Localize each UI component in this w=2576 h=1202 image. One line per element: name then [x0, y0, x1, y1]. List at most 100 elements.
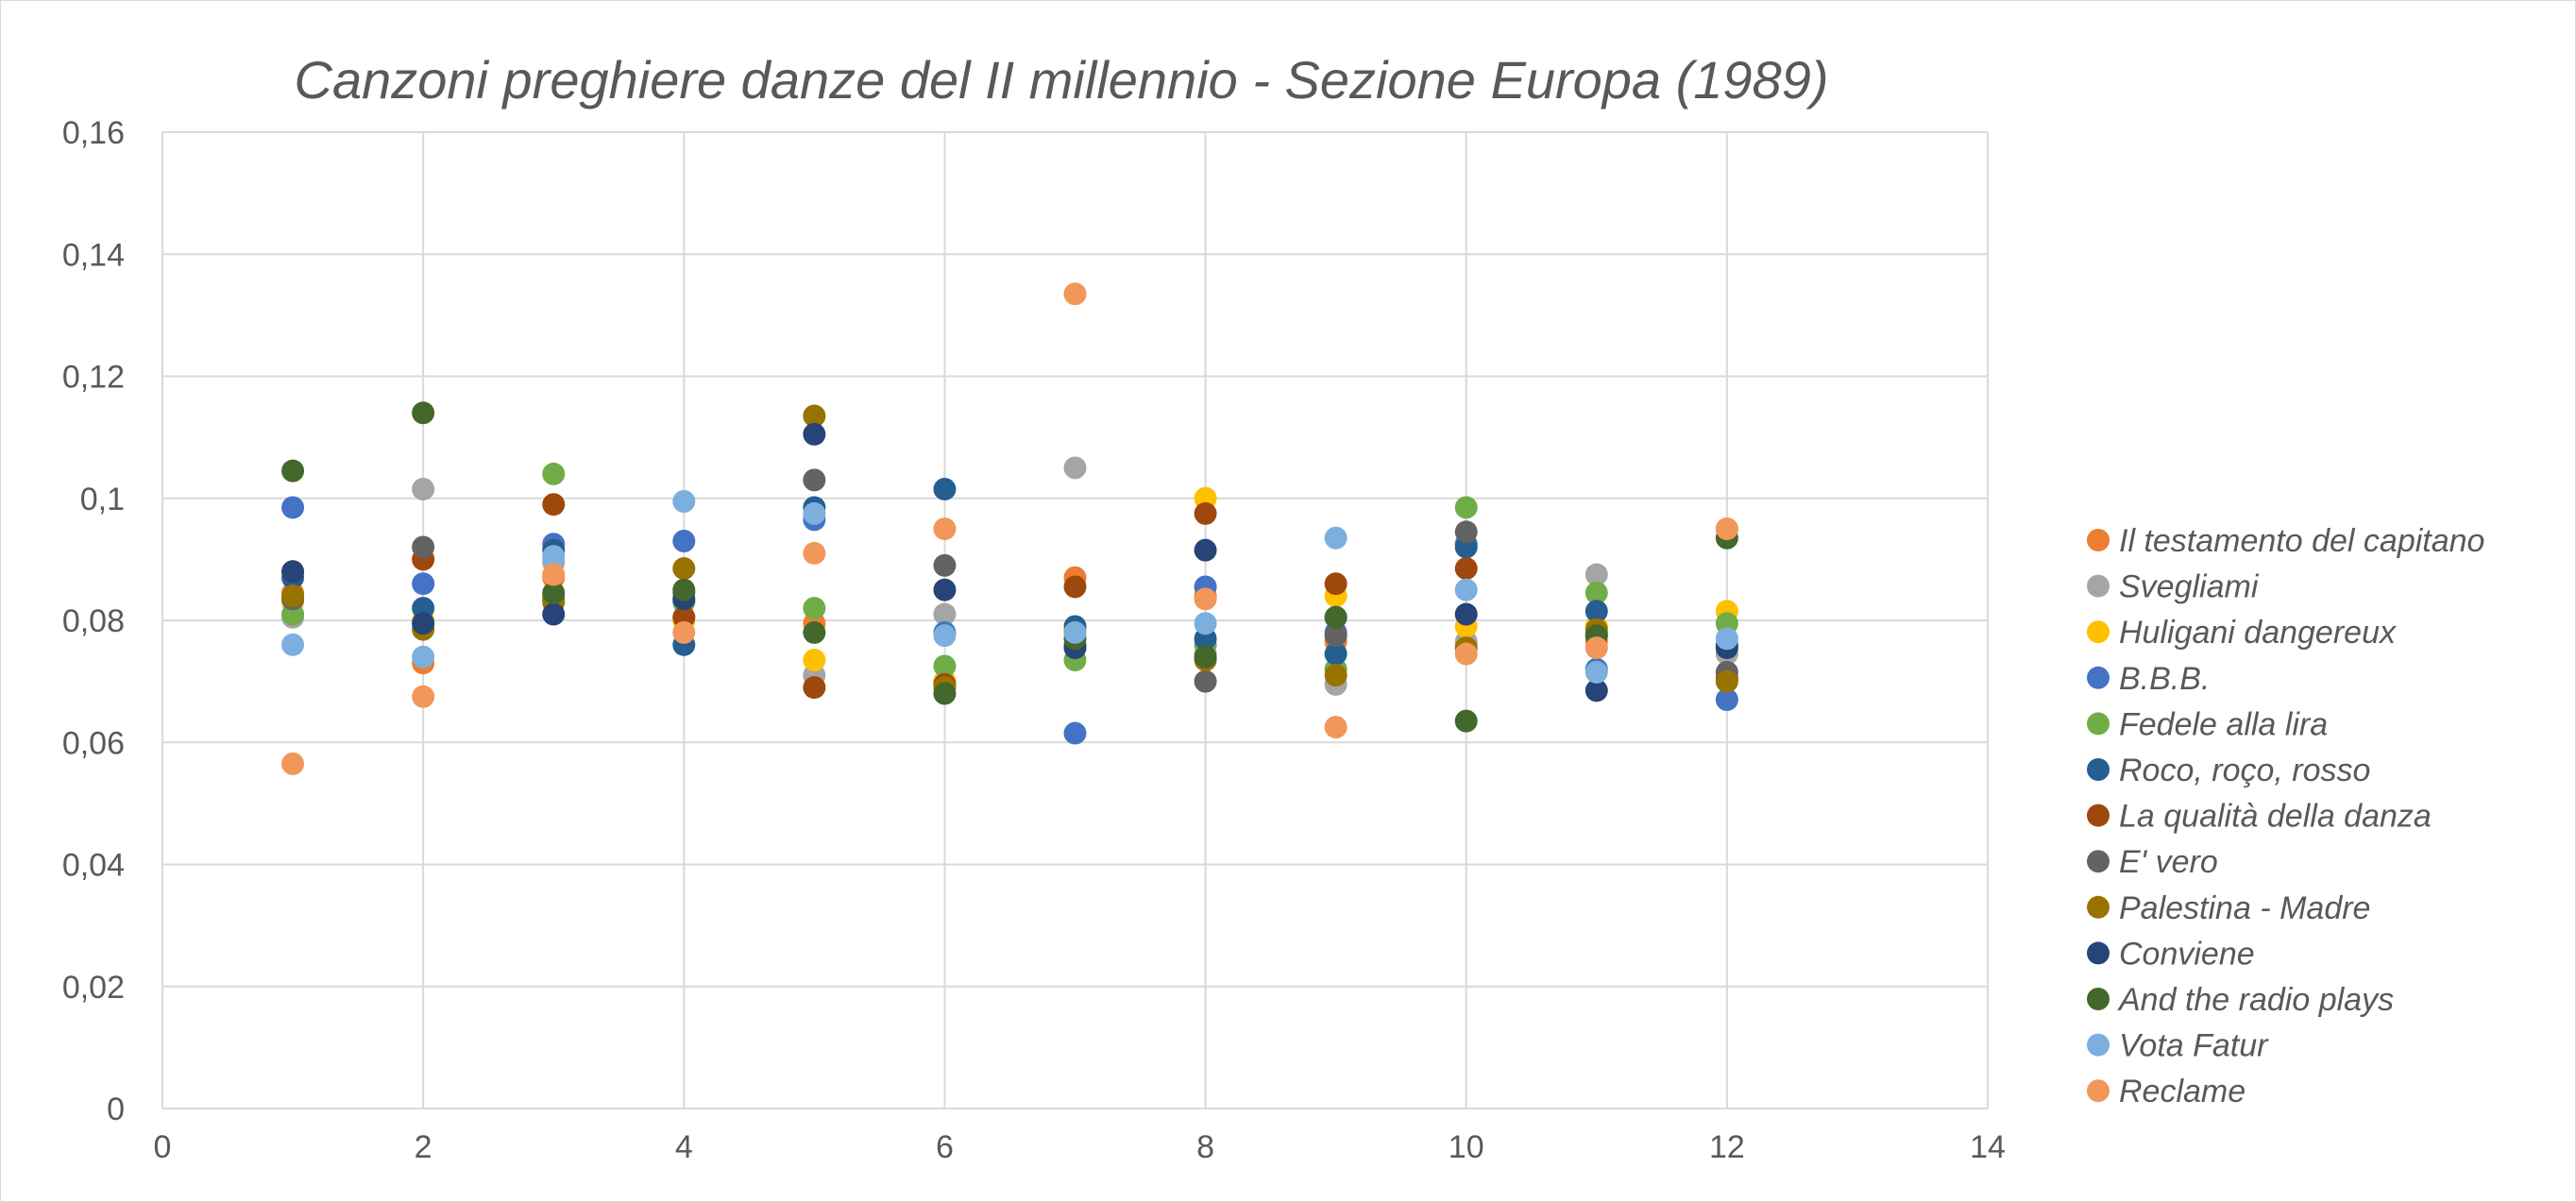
- data-point: [1194, 645, 1217, 669]
- data-point: [412, 645, 435, 669]
- data-point: [933, 654, 957, 678]
- data-point: [1715, 517, 1738, 541]
- data-point: [542, 545, 566, 568]
- data-point: [672, 489, 696, 513]
- data-point: [412, 478, 435, 501]
- data-point: [1454, 557, 1478, 581]
- data-point: [803, 597, 826, 620]
- series-group: [281, 404, 1738, 700]
- legend-label: La qualità della danza: [2119, 799, 2432, 835]
- data-point: [1454, 520, 1478, 544]
- data-point: [672, 557, 696, 581]
- data-point: [1063, 456, 1087, 480]
- y-tick-label: 0,14: [62, 237, 125, 273]
- series-group: [281, 462, 1738, 681]
- series-group: [281, 486, 1738, 693]
- legend-label: Fedele alla lira: [2119, 706, 2328, 742]
- data-point: [1324, 642, 1347, 666]
- x-tick-label: 6: [936, 1129, 954, 1165]
- series-group: [281, 282, 1738, 775]
- data-point: [672, 578, 696, 601]
- data-point: [281, 584, 305, 608]
- x-tick-label: 4: [675, 1129, 693, 1165]
- legend-label: Svegliami: [2119, 569, 2260, 605]
- series-group: [281, 478, 1738, 666]
- data-point: [412, 685, 435, 708]
- legend-marker: [2087, 666, 2110, 689]
- legend-marker: [2087, 1079, 2110, 1103]
- data-point: [933, 553, 957, 577]
- data-point: [1324, 624, 1347, 648]
- x-tick-label: 2: [415, 1129, 432, 1165]
- legend-marker: [2087, 620, 2110, 644]
- data-point: [1454, 496, 1478, 519]
- data-point: [803, 468, 826, 492]
- legend-marker: [2087, 758, 2110, 781]
- data-point: [1585, 679, 1608, 703]
- data-point: [1194, 587, 1217, 611]
- x-tick-label: 0: [154, 1129, 172, 1165]
- data-point: [1194, 501, 1217, 525]
- y-tick-label: 0,02: [62, 970, 125, 1006]
- data-point: [542, 493, 566, 516]
- legend-marker: [2087, 895, 2110, 919]
- series-group: [281, 489, 1738, 684]
- data-point: [1454, 578, 1478, 601]
- x-axis-tick-labels: 0 2 4 6 8 10 12 14: [154, 1129, 2006, 1165]
- data-point: [803, 620, 826, 644]
- data-point: [1063, 282, 1087, 306]
- data-point: [1194, 669, 1217, 693]
- y-tick-label: 0: [107, 1092, 125, 1127]
- legend-marker: [2087, 574, 2110, 598]
- series-group: [281, 493, 1738, 700]
- data-point: [412, 535, 435, 559]
- data-point: [542, 563, 566, 586]
- data-point: [1585, 563, 1608, 586]
- legend-label: E' vero: [2119, 844, 2218, 880]
- data-point: [803, 404, 826, 428]
- data-point: [803, 541, 826, 565]
- data-point: [803, 649, 826, 672]
- data-point: [542, 462, 566, 485]
- legend-label: Palestina - Madre: [2119, 890, 2370, 926]
- series-group: [281, 422, 1738, 703]
- y-tick-label: 0,04: [62, 848, 125, 884]
- data-point: [1715, 688, 1738, 712]
- legend: Il testamento del capitano Svegliami Hulig…: [2087, 523, 2484, 1109]
- data-point: [933, 578, 957, 601]
- legend-marker: [2087, 529, 2110, 551]
- data-point: [1585, 600, 1608, 623]
- grid-lines: [161, 131, 1989, 1109]
- data-point: [933, 602, 957, 626]
- legend-label: Reclame: [2119, 1074, 2246, 1109]
- legend-marker: [2087, 1033, 2110, 1057]
- data-point: [281, 496, 305, 519]
- data-point: [281, 459, 305, 482]
- legend-label: Vota Fatur: [2119, 1028, 2269, 1064]
- data-point: [281, 752, 305, 775]
- y-tick-label: 0,16: [62, 115, 125, 151]
- data-point: [1194, 612, 1217, 635]
- data-point: [672, 620, 696, 644]
- x-tick-label: 10: [1449, 1129, 1484, 1165]
- data-point: [1715, 669, 1738, 693]
- data-point: [1454, 602, 1478, 626]
- legend-marker: [2087, 712, 2110, 736]
- y-tick-label: 0,12: [62, 360, 125, 396]
- x-tick-label: 8: [1196, 1129, 1214, 1165]
- series-group: [281, 401, 1738, 733]
- data-point: [1324, 526, 1347, 550]
- data-point: [1324, 716, 1347, 739]
- data-point: [412, 572, 435, 596]
- data-point: [281, 633, 305, 656]
- data-point: [803, 501, 826, 525]
- data-point: [1324, 605, 1347, 629]
- series-group: [281, 456, 1738, 696]
- data-point: [1063, 620, 1087, 644]
- data-point: [412, 401, 435, 425]
- data-point: [1324, 572, 1347, 596]
- series-group: [281, 517, 1738, 693]
- data-point: [1194, 538, 1217, 562]
- data-point: [1585, 581, 1608, 604]
